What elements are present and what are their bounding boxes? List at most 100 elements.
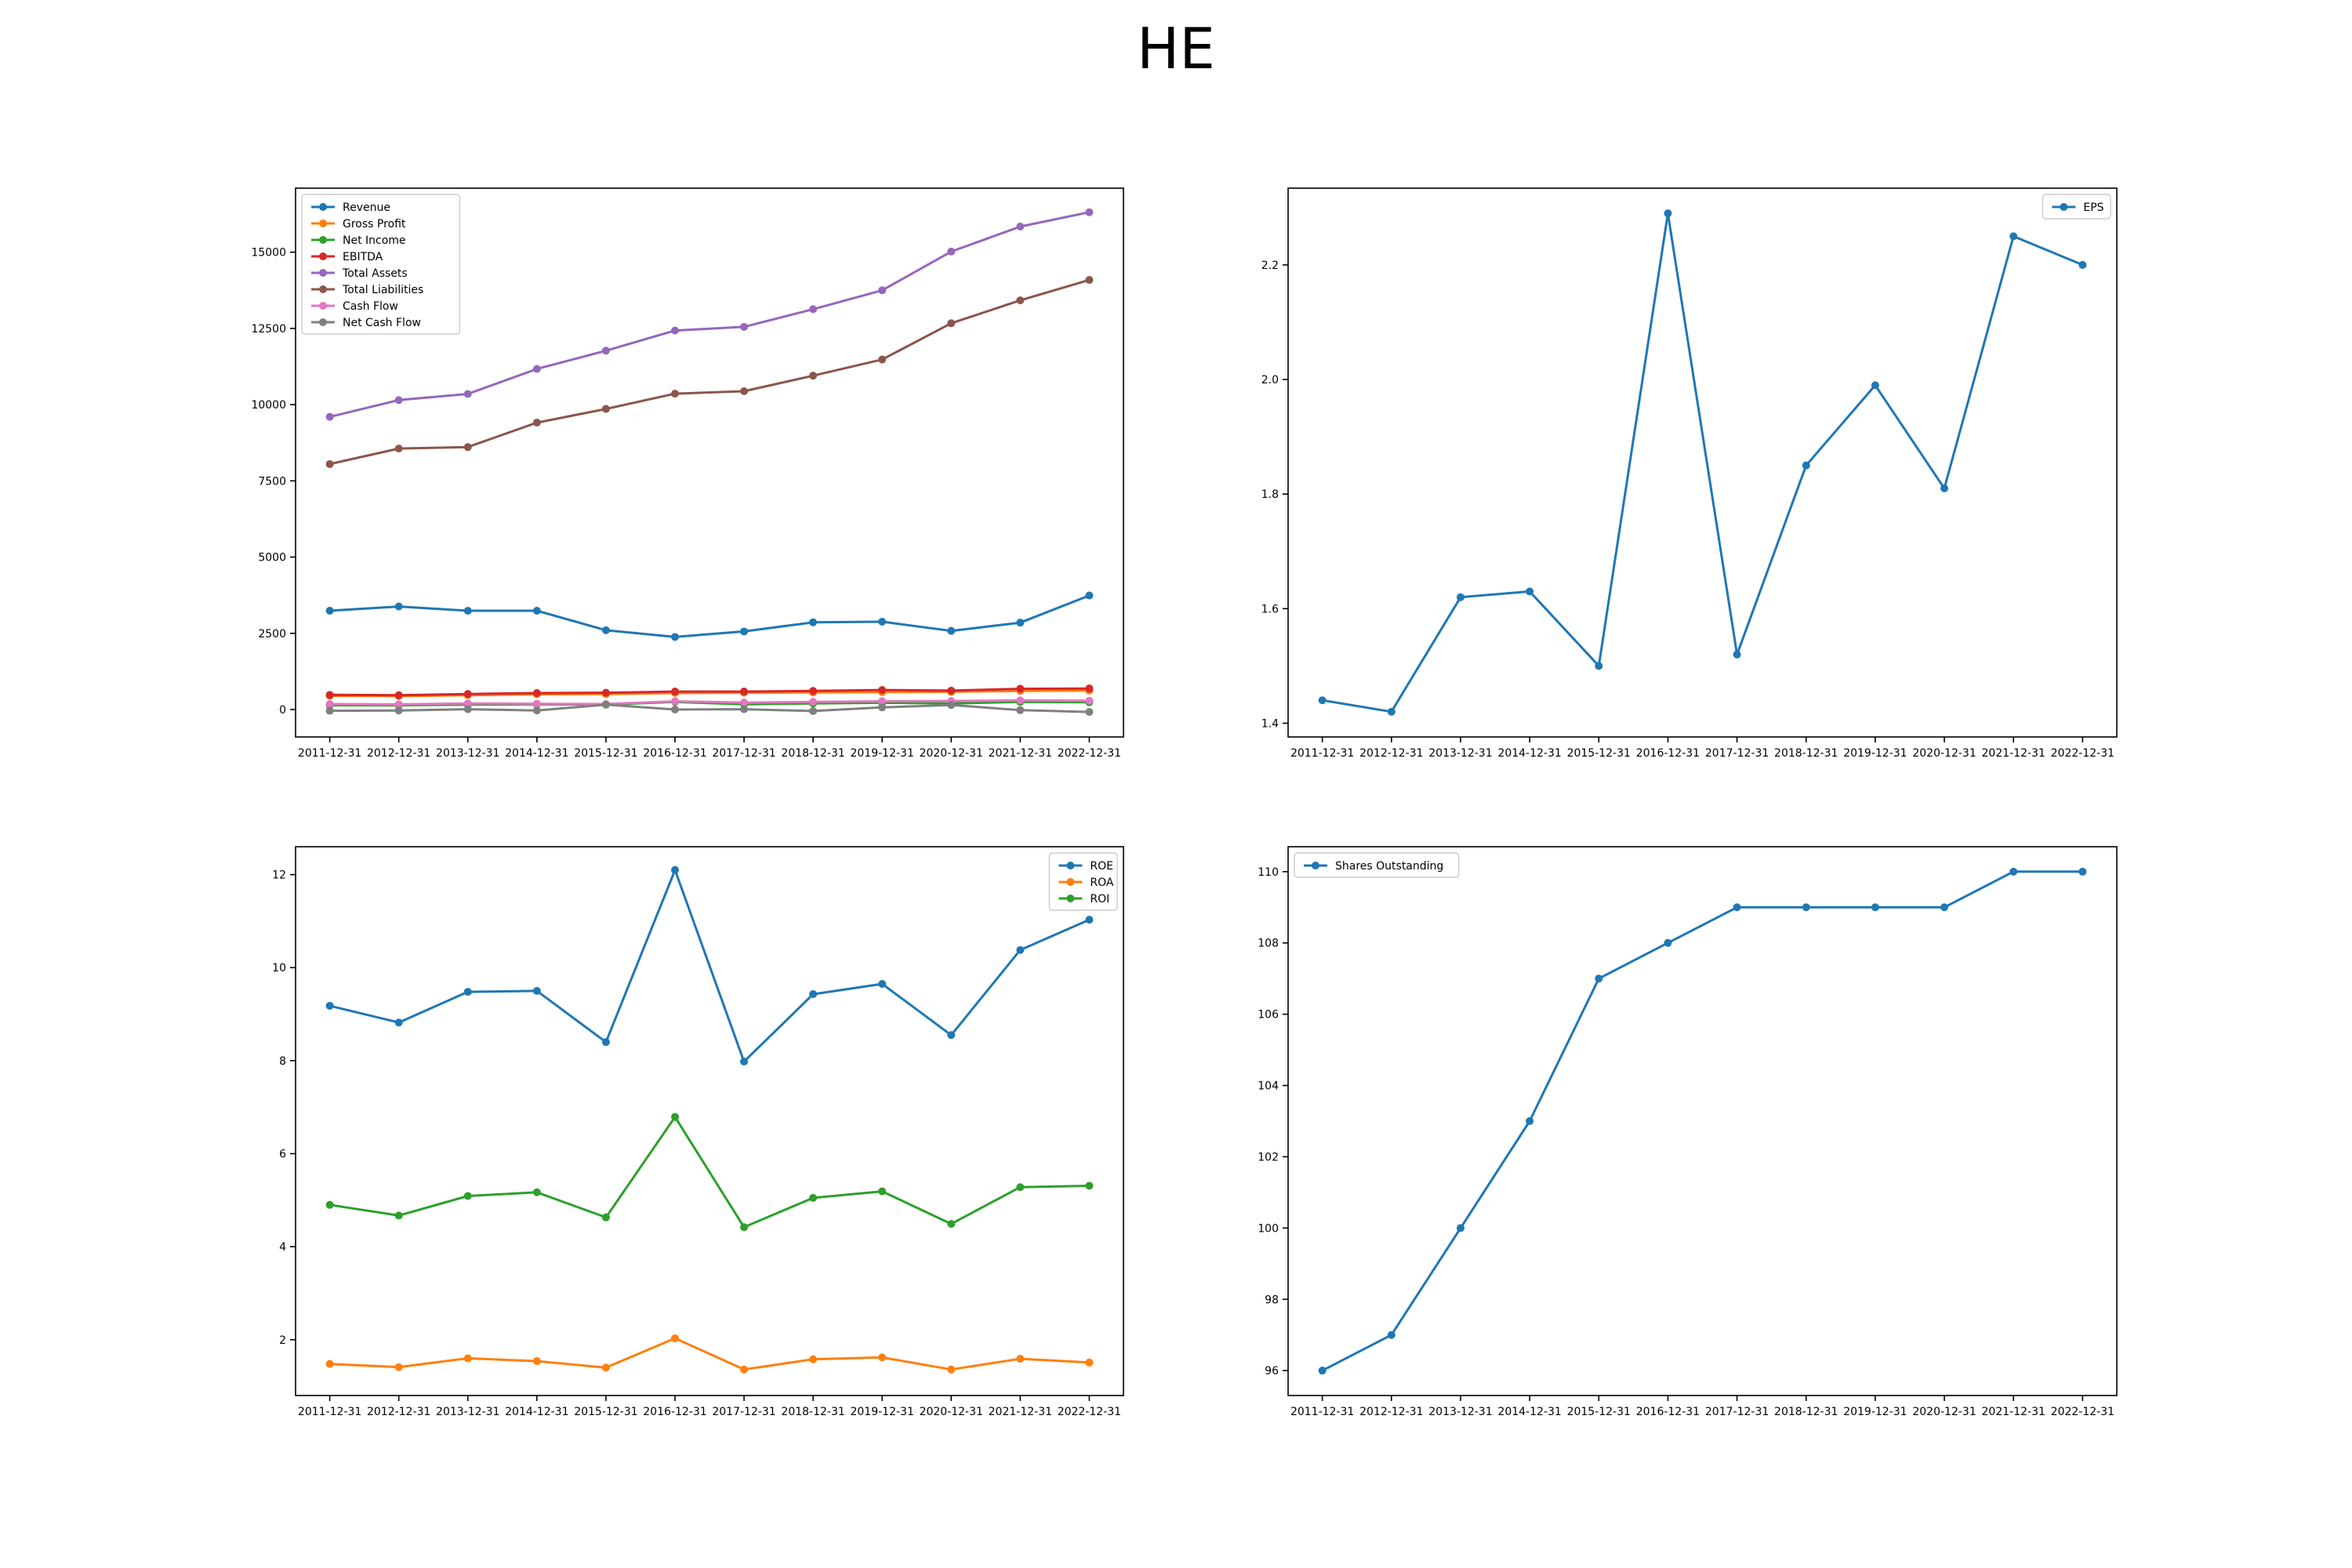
data-point — [947, 701, 956, 710]
data-point — [532, 1357, 541, 1366]
chart-1: 0 2500 5000 7500 10000 12500 15000 2011-12-31 20… — [251, 187, 1124, 760]
data-point — [2009, 232, 2018, 241]
data-point — [601, 405, 610, 413]
data-point — [947, 1220, 956, 1229]
data-point — [601, 1038, 610, 1047]
x-tick-label: 2013-12-31 — [1428, 1406, 1492, 1418]
data-point — [394, 602, 403, 611]
data-point — [809, 1355, 818, 1363]
data-point — [670, 1334, 679, 1343]
data-point — [809, 305, 818, 314]
data-point — [670, 633, 679, 641]
x-tick-label: 2014-12-31 — [505, 747, 568, 760]
y-tick-label: 2.2 — [1261, 260, 1279, 272]
x-tick-label: 2022-12-31 — [1058, 1406, 1121, 1418]
data-point — [878, 686, 887, 695]
legend-box — [1048, 852, 1118, 911]
data-point — [325, 700, 334, 708]
legend-label: Net Income — [343, 234, 406, 247]
series-line-revenue — [329, 594, 1090, 638]
data-point — [740, 1223, 749, 1232]
data-point — [740, 688, 749, 696]
data-point — [325, 691, 334, 699]
legend-marker — [1066, 862, 1075, 869]
data-point — [601, 1363, 610, 1372]
data-point — [1387, 1330, 1396, 1339]
x-tick-label: 2017-12-31 — [712, 1406, 775, 1418]
series-line-eps — [1322, 212, 2083, 713]
data-point — [325, 1001, 334, 1010]
legend-box — [2042, 194, 2111, 220]
data-point — [670, 688, 679, 696]
axes-frame — [295, 187, 1124, 738]
data-point — [809, 990, 818, 999]
legend: Shares Outstanding — [1294, 852, 1460, 878]
figure-title: HE — [1137, 16, 1215, 82]
data-point — [1016, 1183, 1025, 1192]
data-point — [325, 1200, 334, 1209]
x-tick-label: 2012-12-31 — [367, 1406, 430, 1418]
data-point — [809, 618, 818, 626]
data-point — [601, 1213, 610, 1221]
series-line-cash-flow — [329, 699, 1090, 706]
y-tick-label: 102 — [1258, 1151, 1279, 1163]
legend-marker — [319, 203, 327, 211]
y-tick-label: 108 — [1258, 938, 1279, 950]
y-tick-label: 12 — [272, 869, 286, 882]
y-tick-label: 1.6 — [1261, 603, 1279, 615]
data-point — [601, 688, 610, 697]
x-tick-label: 2011-12-31 — [1290, 1406, 1354, 1418]
legend-label: EPS — [2083, 201, 2103, 214]
data-point — [670, 390, 679, 398]
data-point — [325, 607, 334, 615]
x-tick-label: 2015-12-31 — [574, 1406, 637, 1418]
legend-label: Net Cash Flow — [343, 317, 421, 329]
x-tick-label: 2021-12-31 — [989, 1406, 1052, 1418]
data-point — [463, 390, 472, 398]
series-line-total-assets — [329, 211, 1090, 419]
data-point — [463, 988, 472, 996]
data-point — [1016, 1355, 1025, 1363]
data-point — [1318, 1367, 1327, 1375]
x-tick-label: 2020-12-31 — [920, 1406, 983, 1418]
x-tick-label: 2017-12-31 — [712, 747, 775, 760]
data-point — [670, 697, 679, 706]
y-tick-label: 1.4 — [1261, 717, 1279, 730]
x-tick-label: 2021-12-31 — [989, 747, 1052, 760]
data-point — [947, 626, 956, 635]
series-line-roa — [329, 1337, 1090, 1371]
data-point — [1085, 208, 1094, 216]
x-tick-label: 2018-12-31 — [1774, 747, 1838, 760]
data-point — [532, 699, 541, 708]
data-point — [1871, 381, 1879, 390]
legend-marker — [319, 220, 327, 227]
data-point — [394, 1211, 403, 1220]
data-point — [878, 286, 887, 295]
axes-frame — [1287, 187, 2118, 738]
x-tick-label: 2014-12-31 — [505, 1406, 568, 1418]
chart-4: 96 98 100 102 104 106 108 110 2011-12-31 2012-12-… — [1258, 846, 2118, 1418]
data-point — [1016, 696, 1025, 705]
legend-marker — [319, 236, 327, 244]
legend-label: Cash Flow — [343, 300, 398, 313]
legend-label: Total Liabilities — [342, 284, 423, 296]
x-tick-label: 2019-12-31 — [1843, 747, 1907, 760]
data-point — [1085, 276, 1094, 285]
x-tick-label: 2015-12-31 — [574, 747, 637, 760]
x-tick-label: 2020-12-31 — [920, 747, 983, 760]
series-line-total-liabilities — [329, 278, 1090, 466]
data-point — [1016, 706, 1025, 714]
data-point — [809, 372, 818, 380]
y-tick-label: 100 — [1258, 1222, 1279, 1235]
legend-marker — [319, 285, 327, 293]
x-tick-label: 2013-12-31 — [1428, 747, 1492, 760]
x-tick-label: 2012-12-31 — [1359, 1406, 1423, 1418]
x-tick-label: 2020-12-31 — [1912, 1406, 1976, 1418]
data-point — [1802, 903, 1810, 912]
data-point — [394, 706, 403, 715]
x-tick-label: 2021-12-31 — [1982, 747, 2045, 760]
data-point — [394, 700, 403, 709]
y-tick-label: 1.8 — [1261, 488, 1279, 501]
data-point — [1595, 975, 1603, 983]
data-point — [809, 1193, 818, 1202]
